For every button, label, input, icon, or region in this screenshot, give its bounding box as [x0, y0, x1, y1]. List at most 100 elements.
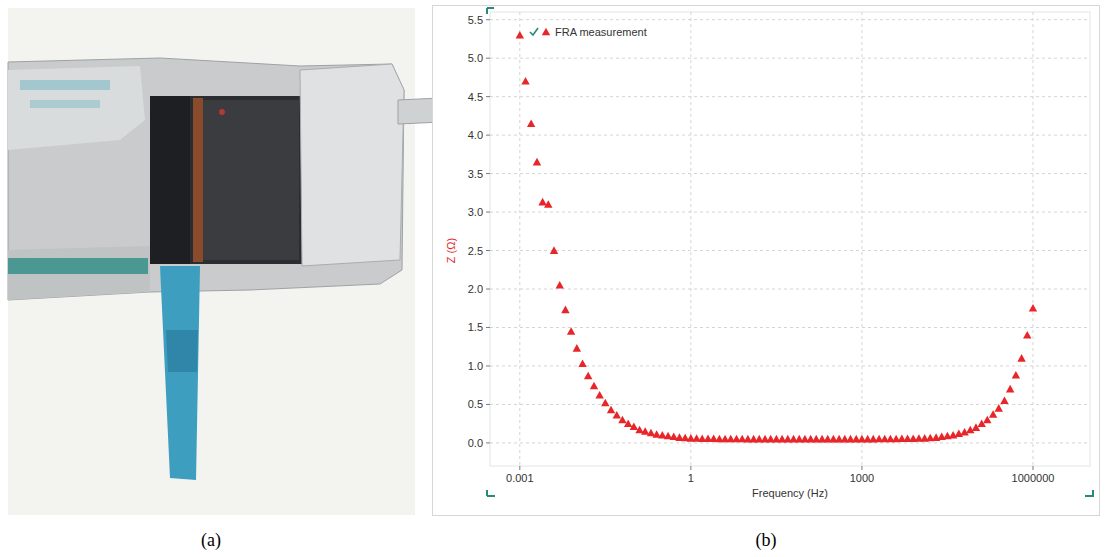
data-point	[550, 246, 558, 254]
figure: 0.00.51.01.52.02.53.03.54.04.55.05.50.00…	[0, 0, 1105, 557]
y-tick-label: 2.5	[468, 245, 483, 257]
electrode-edge	[150, 96, 190, 264]
grid-line	[490, 173, 1090, 174]
data-point	[624, 419, 632, 427]
x-tick-label: 1	[688, 472, 694, 484]
data-point	[578, 359, 586, 367]
data-point	[641, 427, 649, 435]
grid-line	[490, 96, 1090, 97]
electrode	[150, 96, 302, 264]
grid-line	[1032, 12, 1033, 466]
data-point	[607, 406, 615, 414]
x-tick-label: 0.001	[506, 472, 534, 484]
tick	[486, 135, 490, 136]
chart-panel: 0.00.51.01.52.02.53.03.54.04.55.05.50.00…	[433, 6, 1100, 516]
axis-corner	[487, 8, 494, 14]
tick	[690, 466, 691, 470]
tick	[486, 327, 490, 328]
grid-line	[690, 12, 691, 466]
grid-line	[519, 12, 520, 466]
marks	[516, 31, 1038, 443]
data-point	[533, 158, 541, 166]
data-point	[527, 119, 535, 127]
data-point	[1006, 385, 1014, 393]
y-tick-label: 2.0	[468, 283, 483, 295]
y-tick-label: 3.0	[468, 206, 483, 218]
data-point	[516, 31, 524, 39]
tick	[486, 96, 490, 97]
axis-corner	[487, 490, 495, 496]
pouch-fold	[8, 246, 150, 300]
data-point	[630, 423, 638, 431]
data-point	[573, 344, 581, 352]
tick	[1032, 466, 1033, 470]
grid	[490, 12, 1090, 466]
chart-frame	[433, 6, 1100, 516]
tick	[486, 250, 490, 251]
data-point	[995, 404, 1003, 412]
data-point	[567, 327, 575, 335]
tick	[486, 442, 490, 443]
data-point	[1012, 371, 1020, 379]
data-point	[584, 372, 592, 380]
data-point	[595, 391, 603, 399]
grid-line	[490, 289, 1090, 290]
x-tick-label: 1000	[850, 472, 874, 484]
print-marks	[20, 80, 110, 90]
tick	[486, 365, 490, 366]
data-point	[590, 382, 598, 390]
tick	[486, 404, 490, 405]
foil-flap	[300, 64, 404, 266]
photo-background	[8, 8, 415, 515]
data-point	[521, 77, 529, 85]
legend: FRA measurement	[530, 26, 647, 38]
data-point	[1017, 354, 1025, 362]
y-tick-label: 0.5	[468, 398, 483, 410]
electrode-face	[203, 100, 299, 260]
grid-line	[490, 135, 1090, 136]
y-tick-label: 4.5	[468, 91, 483, 103]
y-tick-label: 4.0	[468, 129, 483, 141]
tick	[486, 289, 490, 290]
legend-label: FRA measurement	[555, 26, 647, 38]
blue-tab-fold	[166, 330, 198, 372]
data-point	[1029, 304, 1037, 312]
spot	[219, 109, 225, 115]
x-axis-title: Frequency (Hz)	[752, 487, 828, 499]
data-point	[538, 198, 546, 206]
grid-line	[490, 19, 1090, 20]
data-point	[601, 399, 609, 407]
data-point	[972, 423, 980, 431]
data-point	[1023, 331, 1031, 339]
legend-marker	[542, 28, 550, 36]
tick	[486, 58, 490, 59]
grid-line	[490, 442, 1090, 443]
y-tick-label: 0.0	[468, 437, 483, 449]
tick	[486, 173, 490, 174]
grid-line	[861, 12, 862, 466]
data-point	[613, 411, 621, 419]
copper-strip	[193, 98, 203, 262]
plot-frame	[490, 12, 1090, 466]
data-point	[1000, 396, 1008, 404]
pouch-fold	[8, 66, 145, 150]
x-tick-label: 1000000	[1012, 472, 1055, 484]
legend-check	[530, 28, 538, 35]
data-point	[556, 281, 564, 289]
pouch-foil	[8, 58, 404, 300]
tick	[486, 19, 490, 20]
tick	[519, 466, 520, 470]
grid-line	[490, 404, 1090, 405]
tick	[486, 212, 490, 213]
y-tick-label: 5.5	[468, 14, 483, 26]
data-point	[544, 200, 552, 208]
print-marks	[30, 100, 100, 108]
y-axis-title: Z (Ω)	[445, 238, 457, 263]
photo-panel	[8, 8, 442, 515]
panel-label: (a)	[201, 530, 221, 551]
grid-line	[490, 58, 1090, 59]
data-point	[618, 416, 626, 424]
grid-line	[490, 327, 1090, 328]
grid-line	[490, 250, 1090, 251]
y-tick-label: 1.0	[468, 360, 483, 372]
